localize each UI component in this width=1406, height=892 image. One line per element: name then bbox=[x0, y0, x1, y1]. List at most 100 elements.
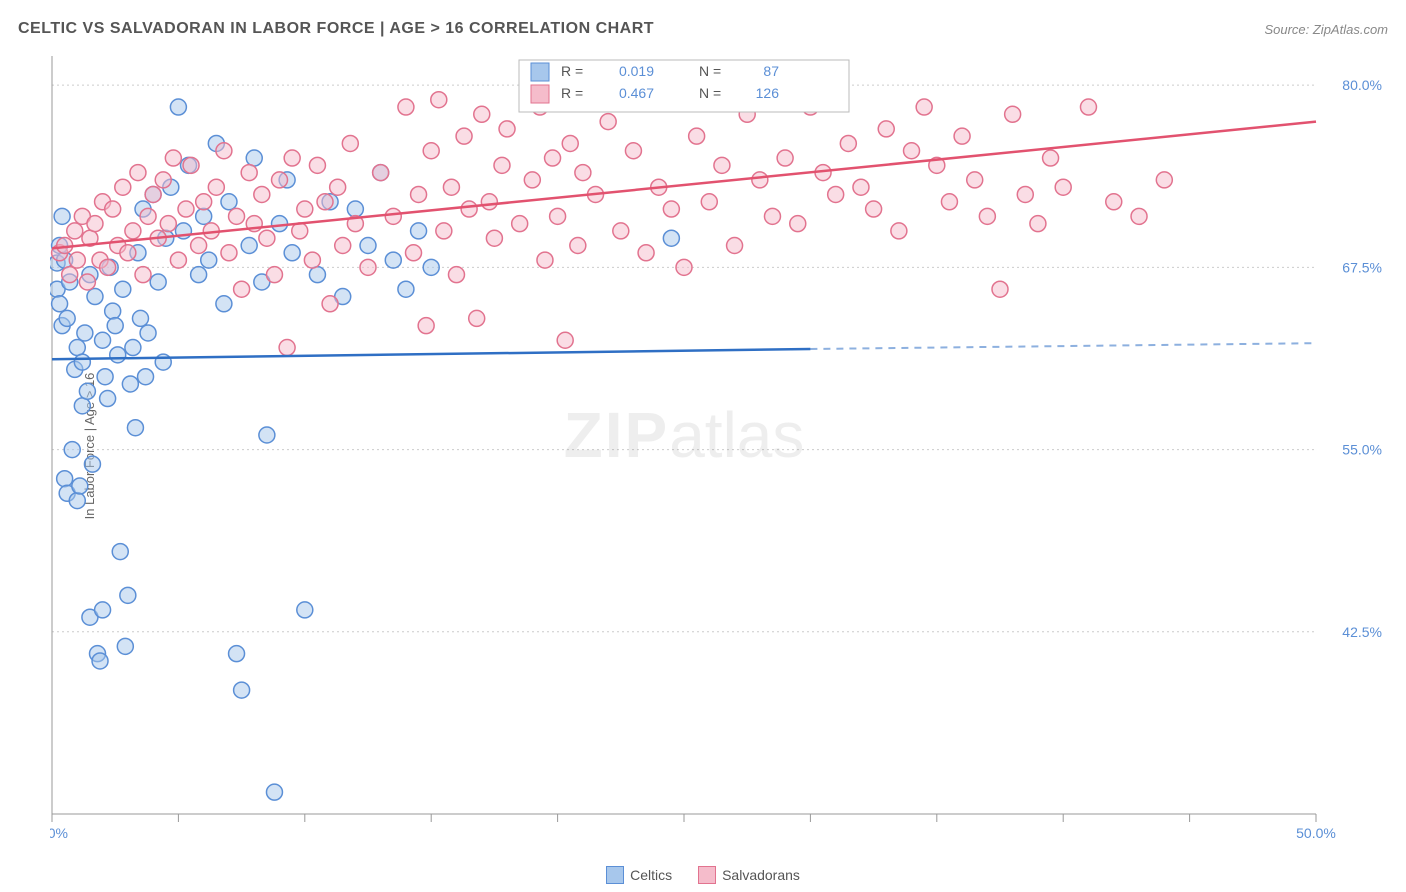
point-salvadoran bbox=[1043, 150, 1059, 166]
point-salvadoran bbox=[309, 157, 325, 173]
point-celtic bbox=[272, 216, 288, 232]
point-salvadoran bbox=[130, 165, 146, 181]
point-celtic bbox=[150, 274, 166, 290]
point-salvadoran bbox=[436, 223, 452, 239]
point-salvadoran bbox=[570, 238, 586, 254]
y-tick-label: 80.0% bbox=[1342, 77, 1382, 93]
point-celtic bbox=[69, 340, 85, 356]
point-salvadoran bbox=[537, 252, 553, 268]
point-celtic bbox=[229, 646, 245, 662]
point-salvadoran bbox=[638, 245, 654, 261]
point-salvadoran bbox=[954, 128, 970, 144]
point-salvadoran bbox=[967, 172, 983, 188]
point-salvadoran bbox=[208, 179, 224, 195]
legend-n-label: N = bbox=[699, 63, 721, 79]
point-celtic bbox=[72, 478, 88, 494]
point-salvadoran bbox=[406, 245, 422, 261]
point-celtic bbox=[74, 354, 90, 370]
point-celtic bbox=[112, 544, 128, 560]
point-salvadoran bbox=[1106, 194, 1122, 210]
point-salvadoran bbox=[557, 332, 573, 348]
point-salvadoran bbox=[992, 281, 1008, 297]
point-salvadoran bbox=[62, 267, 78, 283]
point-celtic bbox=[69, 493, 85, 509]
point-salvadoran bbox=[448, 267, 464, 283]
point-salvadoran bbox=[69, 252, 85, 268]
point-celtic bbox=[77, 325, 93, 341]
point-salvadoran bbox=[625, 143, 641, 159]
point-salvadoran bbox=[234, 281, 250, 297]
point-salvadoran bbox=[266, 267, 282, 283]
legend-bottom-label: Celtics bbox=[630, 867, 672, 883]
point-celtic bbox=[79, 383, 95, 399]
point-celtic bbox=[663, 230, 679, 246]
point-celtic bbox=[259, 427, 275, 443]
point-salvadoran bbox=[178, 201, 194, 217]
point-celtic bbox=[97, 369, 113, 385]
point-salvadoran bbox=[165, 150, 181, 166]
point-celtic bbox=[216, 296, 232, 312]
point-salvadoran bbox=[330, 179, 346, 195]
point-salvadoran bbox=[676, 259, 692, 275]
point-salvadoran bbox=[241, 165, 257, 181]
point-salvadoran bbox=[891, 223, 907, 239]
point-celtic bbox=[100, 391, 116, 407]
point-celtic bbox=[120, 587, 136, 603]
point-salvadoran bbox=[216, 143, 232, 159]
point-salvadoran bbox=[714, 157, 730, 173]
point-salvadoran bbox=[499, 121, 515, 137]
point-salvadoran bbox=[259, 230, 275, 246]
point-celtic bbox=[52, 296, 68, 312]
point-celtic bbox=[92, 653, 108, 669]
point-salvadoran bbox=[474, 106, 490, 122]
point-celtic bbox=[54, 208, 70, 224]
point-celtic bbox=[241, 238, 257, 254]
point-salvadoran bbox=[878, 121, 894, 137]
point-celtic bbox=[140, 325, 156, 341]
point-salvadoran bbox=[105, 201, 121, 217]
watermark: ZIPatlas bbox=[564, 399, 805, 471]
point-celtic bbox=[297, 602, 313, 618]
chart-title: CELTIC VS SALVADORAN IN LABOR FORCE | AG… bbox=[18, 20, 654, 38]
point-salvadoran bbox=[916, 99, 932, 115]
point-salvadoran bbox=[120, 245, 136, 261]
point-salvadoran bbox=[777, 150, 793, 166]
point-celtic bbox=[95, 332, 111, 348]
point-salvadoran bbox=[170, 252, 186, 268]
y-tick-label: 42.5% bbox=[1342, 624, 1382, 640]
point-celtic bbox=[105, 303, 121, 319]
point-salvadoran bbox=[317, 194, 333, 210]
legend-r-label: R = bbox=[561, 85, 583, 101]
legend-swatch-icon bbox=[698, 866, 716, 884]
point-salvadoran bbox=[125, 223, 141, 239]
legend-swatch bbox=[531, 85, 549, 103]
point-celtic bbox=[87, 289, 103, 305]
point-celtic bbox=[138, 369, 154, 385]
point-salvadoran bbox=[512, 216, 528, 232]
point-salvadoran bbox=[431, 92, 447, 108]
point-salvadoran bbox=[727, 238, 743, 254]
point-salvadoran bbox=[135, 267, 151, 283]
point-celtic bbox=[132, 310, 148, 326]
point-celtic bbox=[246, 150, 262, 166]
point-celtic bbox=[201, 252, 217, 268]
point-salvadoran bbox=[853, 179, 869, 195]
point-salvadoran bbox=[524, 172, 540, 188]
point-salvadoran bbox=[575, 165, 591, 181]
point-celtic bbox=[284, 245, 300, 261]
legend-n-value: 126 bbox=[756, 85, 780, 101]
point-salvadoran bbox=[701, 194, 717, 210]
plot-area: 42.5%55.0%67.5%80.0%0.0%50.0%ZIPatlasR =… bbox=[50, 50, 1388, 842]
chart-container: CELTIC VS SALVADORAN IN LABOR FORCE | AG… bbox=[0, 0, 1406, 892]
chart-header: CELTIC VS SALVADORAN IN LABOR FORCE | AG… bbox=[0, 0, 1406, 46]
point-salvadoran bbox=[145, 186, 161, 202]
point-salvadoran bbox=[469, 310, 485, 326]
point-celtic bbox=[196, 208, 212, 224]
point-salvadoran bbox=[663, 201, 679, 217]
point-salvadoran bbox=[160, 216, 176, 232]
point-salvadoran bbox=[1055, 179, 1071, 195]
point-salvadoran bbox=[1156, 172, 1172, 188]
chart-svg: 42.5%55.0%67.5%80.0%0.0%50.0%ZIPatlasR =… bbox=[50, 50, 1388, 842]
y-tick-label: 67.5% bbox=[1342, 259, 1382, 275]
point-celtic bbox=[191, 267, 207, 283]
